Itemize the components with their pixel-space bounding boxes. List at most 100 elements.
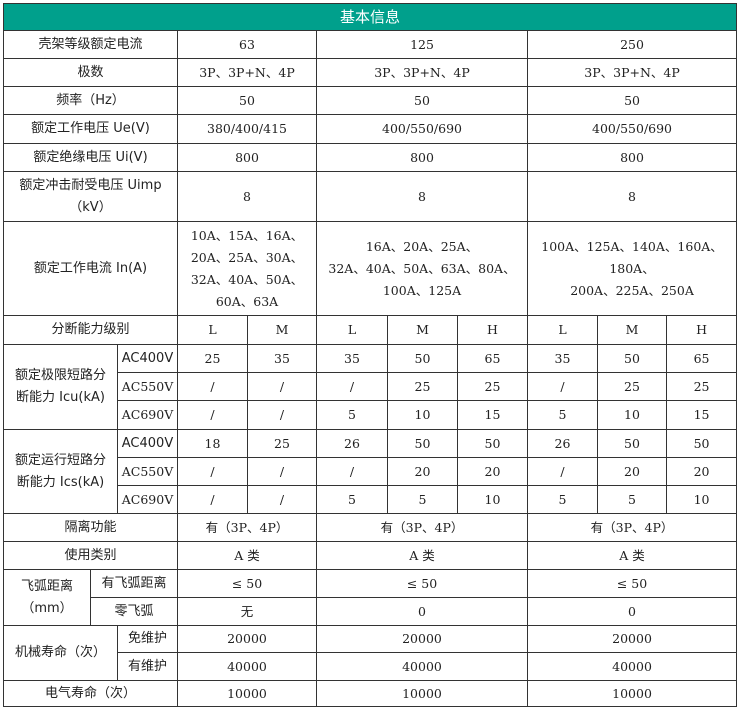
table-cell: 400/550/690 bbox=[526, 114, 738, 144]
table-cell: 无 bbox=[177, 597, 317, 626]
table-cell: / bbox=[177, 400, 248, 430]
table-cell: 65 bbox=[665, 344, 738, 373]
table-row: 额定冲击耐受电压 Uimp （kV） 8 8 8 bbox=[3, 171, 738, 222]
table-row: 隔离功能 有（3P、4P） 有（3P、4P） 有（3P、4P） bbox=[3, 513, 738, 542]
table-cell: 10 bbox=[597, 400, 667, 430]
table-cell: 15 bbox=[457, 400, 528, 430]
table-row: 额定工作电流 In(A) 10A、15A、16A、 20A、25A、30A、 32… bbox=[3, 221, 738, 316]
table-cell: 16A、20A、25A、 32A、40A、50A、63A、80A、 100A、1… bbox=[316, 221, 528, 316]
table-cell: 5 bbox=[316, 485, 388, 514]
table-row: 壳架等级额定电流 63 125 250 bbox=[3, 30, 738, 59]
row-label: AC690V bbox=[117, 485, 178, 514]
table-cell: / bbox=[177, 457, 248, 486]
table-cell: / bbox=[316, 372, 388, 401]
table-cell: 10 bbox=[457, 485, 528, 514]
table-cell: 10000 bbox=[316, 680, 528, 707]
table-cell: 20000 bbox=[526, 625, 738, 653]
table-cell: 35 bbox=[316, 344, 388, 373]
table-cell: 8 bbox=[316, 171, 528, 222]
table-row: 机械寿命（次） 免维护 20000 20000 20000 bbox=[3, 625, 738, 681]
table-cell: 20000 bbox=[177, 625, 317, 653]
table-cell: 5 bbox=[527, 400, 598, 430]
row-label: AC550V bbox=[117, 457, 178, 486]
table-cell: / bbox=[177, 485, 248, 514]
table-cell: 25 bbox=[457, 372, 528, 401]
table-cell: 26 bbox=[527, 429, 598, 458]
table-cell: 0 bbox=[526, 597, 738, 626]
table-cell: 800 bbox=[526, 143, 738, 172]
table-cell: 5 bbox=[387, 485, 458, 514]
table-cell: 125 bbox=[316, 30, 528, 59]
table-cell: 3P、3P+N、4P bbox=[526, 58, 738, 87]
table-row: 飞弧距离 （mm） 有飞弧距离 ≤ 50 ≤ 50 ≤ 50 bbox=[3, 569, 738, 626]
table-cell: 40000 bbox=[177, 652, 317, 681]
table-cell: / bbox=[527, 372, 598, 401]
table-cell: ≤ 50 bbox=[316, 569, 528, 598]
table-title: 基本信息 bbox=[2, 3, 738, 31]
row-label: AC400V bbox=[117, 344, 178, 373]
table-cell: 380/400/415 bbox=[177, 114, 317, 144]
table-row: 额定运行短路分 断能力 Ics(kA) AC400V 18 25 26 50 50 26 50 5… bbox=[3, 429, 738, 514]
table-cell: M bbox=[387, 315, 458, 345]
row-label: 有维护 bbox=[117, 652, 178, 681]
table-cell: H bbox=[665, 315, 738, 345]
row-label: 分断能力级别 bbox=[3, 315, 178, 345]
table-cell: 25 bbox=[247, 429, 317, 458]
table-cell: 0 bbox=[316, 597, 528, 626]
row-label: AC690V bbox=[117, 400, 178, 430]
table-cell: 25 bbox=[665, 372, 738, 401]
table-cell: A 类 bbox=[526, 541, 738, 570]
row-label: 额定工作电流 In(A) bbox=[3, 221, 178, 316]
table-cell: 15 bbox=[665, 400, 738, 430]
table-cell: 26 bbox=[316, 429, 388, 458]
table-cell: / bbox=[247, 485, 317, 514]
table-cell: 20000 bbox=[316, 625, 528, 653]
table-row: 额定极限短路分 断能力 Icu(kA) AC400V 25 35 35 50 65 35 50 6… bbox=[3, 344, 738, 430]
row-label: 隔离功能 bbox=[3, 513, 178, 542]
table-cell: 50 bbox=[387, 344, 458, 373]
table-cell: 有（3P、4P） bbox=[526, 513, 738, 542]
table-cell: 10 bbox=[665, 485, 738, 514]
table-cell: 50 bbox=[597, 344, 667, 373]
table-cell: 5 bbox=[597, 485, 667, 514]
table-cell: 50 bbox=[387, 429, 458, 458]
table-row: 额定工作电压 Ue(V) 380/400/415 400/550/690 400/55… bbox=[3, 114, 738, 144]
table-cell: / bbox=[247, 400, 317, 430]
table-cell: 25 bbox=[177, 344, 248, 373]
row-label: AC550V bbox=[117, 372, 178, 401]
table-row: 分断能力级别 L M L M H L M H bbox=[3, 315, 738, 345]
table-cell: L bbox=[527, 315, 598, 345]
table-cell: 40000 bbox=[316, 652, 528, 681]
table-cell: 40000 bbox=[526, 652, 738, 681]
table-cell: A 类 bbox=[316, 541, 528, 570]
table-cell: 250 bbox=[526, 30, 738, 59]
row-label: 机械寿命（次） bbox=[3, 625, 118, 681]
table-cell: M bbox=[597, 315, 667, 345]
table-cell: / bbox=[527, 457, 598, 486]
table-cell: 50 bbox=[665, 429, 738, 458]
table-cell: 有（3P、4P） bbox=[177, 513, 317, 542]
table-cell: 8 bbox=[526, 171, 738, 222]
table-cell: 63 bbox=[177, 30, 317, 59]
table-cell: 35 bbox=[247, 344, 317, 373]
table-cell: 50 bbox=[526, 86, 738, 115]
table-row: 极数 3P、3P+N、4P 3P、3P+N、4P 3P、3P+N、4P bbox=[3, 58, 738, 87]
table-cell: 8 bbox=[177, 171, 317, 222]
table-cell: 800 bbox=[316, 143, 528, 172]
table-cell: 100A、125A、140A、160A、180A、 200A、225A、250A bbox=[526, 221, 738, 316]
table-cell: / bbox=[177, 372, 248, 401]
row-label: 极数 bbox=[3, 58, 178, 87]
table-cell: M bbox=[247, 315, 317, 345]
table-cell: / bbox=[316, 457, 388, 486]
row-label: 额定冲击耐受电压 Uimp （kV） bbox=[3, 171, 178, 222]
row-label: 频率（Hz） bbox=[3, 86, 178, 115]
table-cell: 400/550/690 bbox=[316, 114, 528, 144]
row-label: 有飞弧距离 bbox=[90, 569, 178, 598]
table-cell: 25 bbox=[387, 372, 458, 401]
table-cell: 50 bbox=[177, 86, 317, 115]
table-cell: L bbox=[177, 315, 248, 345]
table-cell: 10 bbox=[387, 400, 458, 430]
table-cell: 20 bbox=[597, 457, 667, 486]
table-cell: 800 bbox=[177, 143, 317, 172]
table-cell: 5 bbox=[527, 485, 598, 514]
